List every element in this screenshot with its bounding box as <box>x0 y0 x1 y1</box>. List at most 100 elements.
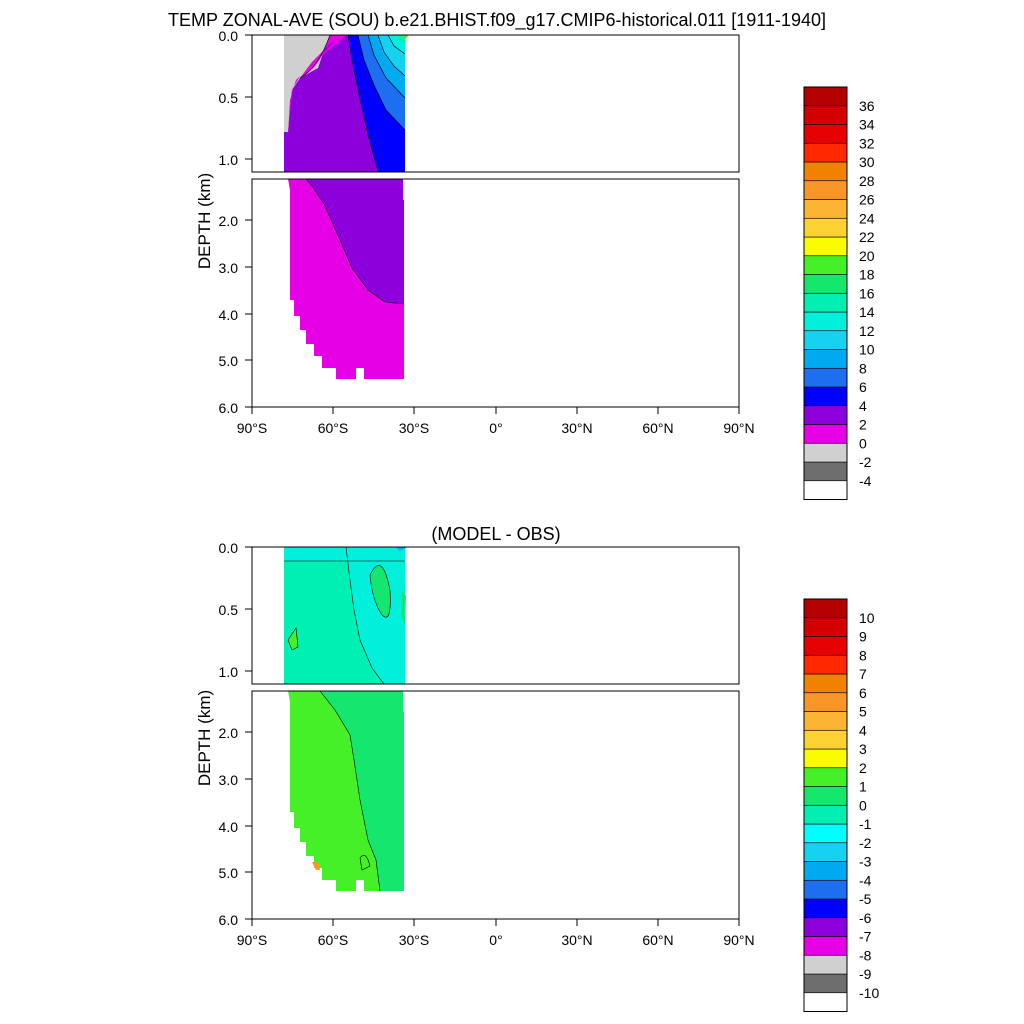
contour-lines <box>299 35 406 172</box>
colorbar-swatch <box>803 636 848 656</box>
colorbar-swatch <box>803 598 848 619</box>
field-band-1-2-patch <box>288 628 298 650</box>
colorbar-label: 0 <box>859 797 867 813</box>
y-tick-label: 4.0 <box>219 819 239 835</box>
x-tick-label: 90°N <box>723 932 754 948</box>
colorbar-swatch <box>803 954 848 975</box>
panel-temperature: DEPTH (km) 0.0 0.5 1.0 2.0 3.0 4.0 5.0 6… <box>195 28 875 500</box>
colorbar-swatch <box>803 786 848 806</box>
y-tick-label: 0.5 <box>219 602 239 618</box>
colorbar-swatch <box>803 311 848 332</box>
colorbar-label: -5 <box>859 891 872 907</box>
y-tick-label: 2.0 <box>219 213 239 229</box>
colorbar-frame <box>803 86 848 500</box>
diff-upper-field <box>284 547 408 684</box>
colorbar-label: 9 <box>859 629 867 645</box>
colorbar-label: -2 <box>859 454 872 470</box>
x-tick-label: 30°N <box>561 420 592 436</box>
colorbar-label: -9 <box>859 966 872 982</box>
colorbar-swatch <box>803 424 848 444</box>
y-tick-label: 3.0 <box>219 260 239 276</box>
colorbar-swatch <box>803 617 848 637</box>
colorbar-swatch <box>803 729 848 750</box>
y-ticks <box>245 34 252 408</box>
y-tick-label: 0.0 <box>219 540 239 556</box>
colorbar-swatch <box>803 973 848 994</box>
contour-lines <box>319 691 381 892</box>
x-tick-label: 0° <box>489 420 502 436</box>
colorbar-label: 14 <box>859 304 875 320</box>
y-ticks <box>245 546 252 920</box>
colorbar-label: 6 <box>859 685 867 701</box>
colorbar-label: 0 <box>859 435 867 451</box>
colorbar-label: 2 <box>859 760 867 776</box>
field-band-2-4 <box>306 179 404 304</box>
colorbar-label: 36 <box>859 98 875 114</box>
y-tick-label: 4.0 <box>219 307 239 323</box>
field-band-0-1 <box>320 691 404 891</box>
colorbar-swatch <box>803 349 848 369</box>
colorbar-swatch <box>803 917 848 937</box>
colorbar-label: 8 <box>859 647 867 663</box>
colorbar-swatch <box>803 692 848 712</box>
colorbar-swatch <box>803 748 848 769</box>
y-tick-label: 5.0 <box>219 865 239 881</box>
contour-lines <box>284 547 405 684</box>
colorbar-swatch <box>803 236 848 257</box>
colorbar-swatch <box>803 274 848 294</box>
x-tick-label: 60°N <box>642 420 673 436</box>
colorbar-swatch <box>803 161 848 182</box>
colorbar-label: 34 <box>859 117 875 133</box>
colorbar-label: 8 <box>859 360 867 376</box>
y-tick-label: 3.0 <box>219 772 239 788</box>
colorbar-swatch <box>803 673 848 694</box>
colorbar-swatch <box>803 330 848 350</box>
colorbar-swatch <box>803 711 848 731</box>
colorbar-swatch <box>803 386 848 407</box>
colorbar-label: -3 <box>859 854 872 870</box>
colorbar-swatch <box>803 292 848 313</box>
colorbar-swatch <box>803 142 848 163</box>
colorbar-label: 16 <box>859 285 875 301</box>
colorbar-label: 5 <box>859 704 867 720</box>
colorbar-swatch <box>803 124 848 144</box>
colorbar-label: -4 <box>859 872 872 888</box>
colorbar-swatch <box>803 936 848 956</box>
x-ticks <box>251 919 740 926</box>
colorbar-label: -1 <box>859 816 872 832</box>
temp-upper-field <box>284 35 409 172</box>
y-tick-label: 0.0 <box>219 28 239 44</box>
x-tick-label: 60°N <box>642 932 673 948</box>
colorbar-swatch <box>803 105 848 125</box>
colorbar-swatch <box>803 86 848 107</box>
y-tick-label: 1.0 <box>219 152 239 168</box>
colorbar-label: 26 <box>859 192 875 208</box>
colorbar-label: 2 <box>859 417 867 433</box>
field-band-0-1-edge <box>401 590 406 625</box>
colorbar-frame <box>803 598 848 1012</box>
y-tick-label: 6.0 <box>219 400 239 416</box>
colorbar-label: 10 <box>859 342 875 358</box>
colorbar-swatch <box>803 255 848 275</box>
colorbar-swatch <box>803 767 848 787</box>
colorbar-label: 28 <box>859 173 875 189</box>
colorbar-swatch <box>803 480 848 500</box>
field-band-0-1-patch <box>370 565 391 618</box>
y-tick-label: 0.5 <box>219 90 239 106</box>
colorbar-swatch <box>803 405 848 425</box>
colorbar-label: 7 <box>859 666 867 682</box>
colorbar-swatch <box>803 367 848 388</box>
colorbar-swatch <box>803 804 848 825</box>
field-band-neg3-2 <box>395 547 408 551</box>
plot-frame-upper <box>251 34 740 173</box>
y-tick-label: 5.0 <box>219 353 239 369</box>
colorbar-swatch <box>803 823 848 844</box>
field-band-0-2-a <box>300 35 342 78</box>
colorbar-label: 30 <box>859 154 875 170</box>
colorbar-swatch <box>803 654 848 675</box>
temp-lower-field <box>288 179 405 379</box>
x-tick-label: 90°N <box>723 420 754 436</box>
field-band-5-6-spot <box>312 862 320 870</box>
